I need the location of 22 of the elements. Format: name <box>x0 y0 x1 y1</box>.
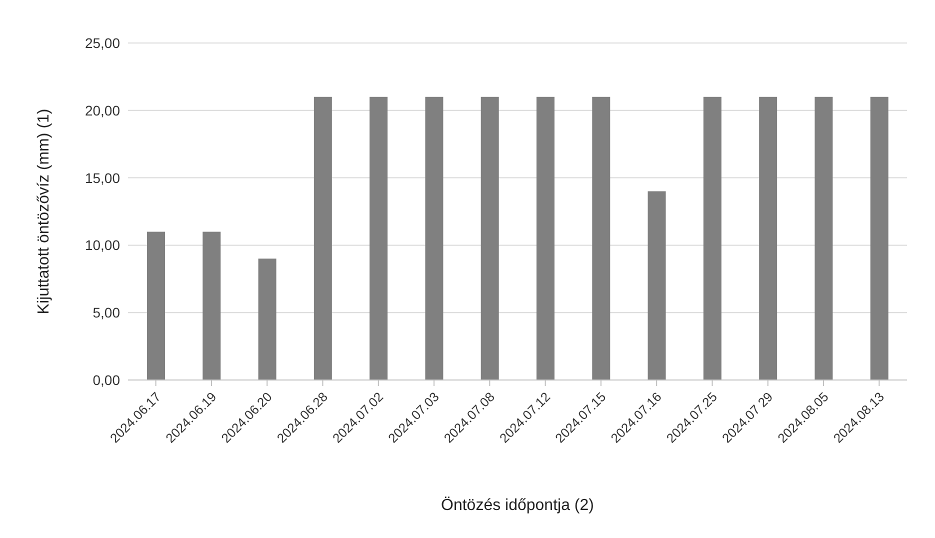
bar <box>314 96 332 380</box>
y-tick-label: 10,00 <box>84 237 120 254</box>
y-tick-label: 0,00 <box>92 372 120 388</box>
y-axis-title: Kijuttatott öntözővíz (mm) (1) <box>36 108 53 314</box>
y-tick-label: 5,00 <box>92 304 120 321</box>
bar <box>759 96 778 380</box>
bar <box>480 96 499 380</box>
bar <box>592 96 610 380</box>
y-tick-label: 20,00 <box>84 102 120 118</box>
bar <box>425 96 444 380</box>
bar <box>648 191 666 380</box>
bar <box>536 96 554 380</box>
bar <box>870 96 888 380</box>
bar <box>814 96 833 380</box>
x-axis-title: Öntözés időpontja (2) <box>441 496 594 514</box>
bar <box>147 232 165 380</box>
bar <box>258 258 276 380</box>
bar <box>370 96 388 380</box>
y-tick-label: 15,00 <box>84 170 120 186</box>
bar <box>703 96 722 380</box>
bar <box>202 232 221 380</box>
y-tick-label: 25,00 <box>84 34 120 51</box>
